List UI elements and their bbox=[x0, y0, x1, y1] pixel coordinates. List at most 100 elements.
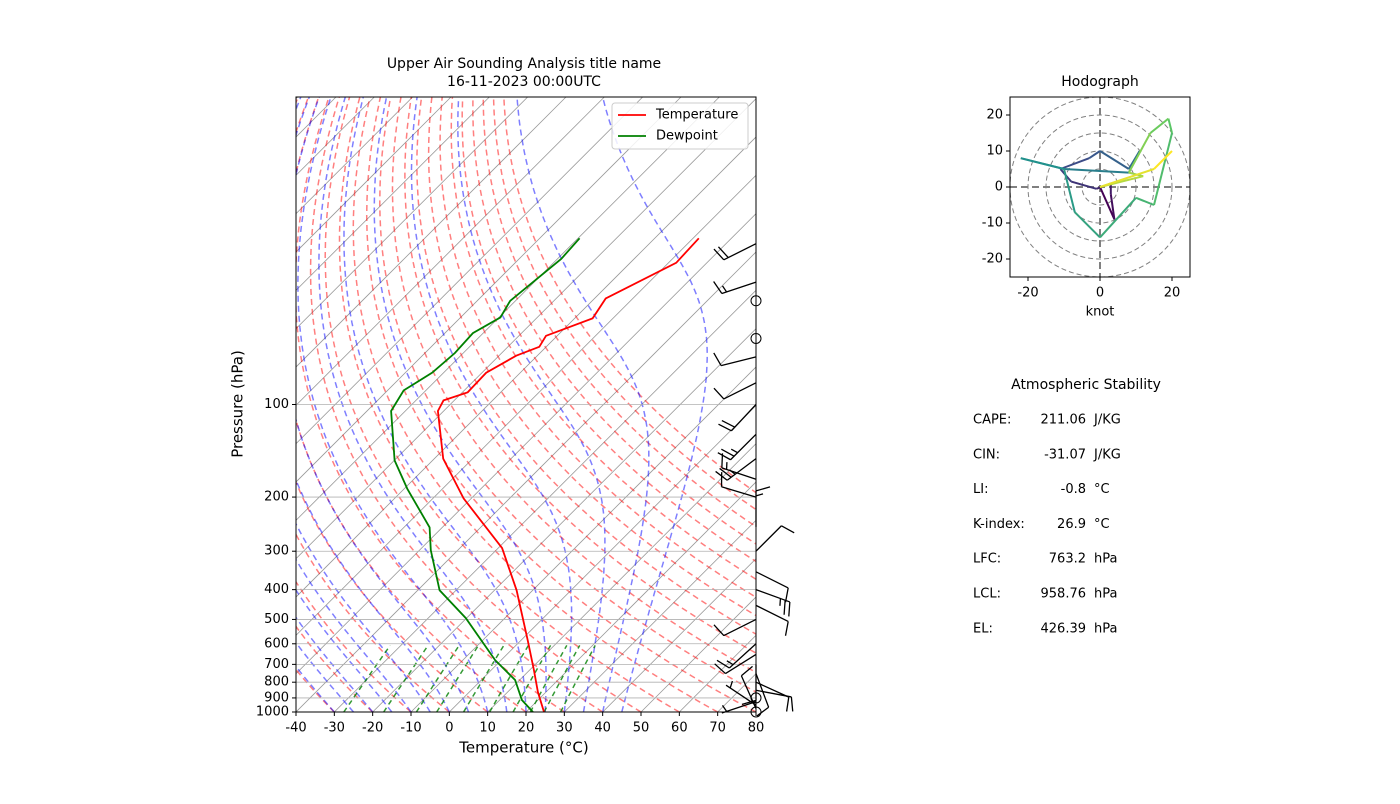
wind-barb bbox=[713, 352, 757, 367]
isotherm bbox=[755, 711, 756, 712]
stability-label: CIN: bbox=[973, 447, 1000, 462]
wind-barb bbox=[755, 673, 770, 717]
hodograph-title: Hodograph bbox=[1061, 74, 1139, 90]
hodograph-segment bbox=[1088, 150, 1101, 160]
x-tick-label: 0 bbox=[1096, 286, 1104, 301]
chart-title: Upper Air Sounding Analysis title name bbox=[387, 56, 661, 72]
x-tick-label: 70 bbox=[709, 721, 726, 736]
y-tick-label: 100 bbox=[264, 397, 289, 412]
hodograph-segment bbox=[1020, 157, 1065, 170]
mixing-ratio-line bbox=[436, 645, 480, 712]
stability-unit: hPa bbox=[1094, 552, 1117, 567]
isotherm bbox=[564, 519, 756, 712]
dry-adiabat bbox=[416, 97, 756, 635]
hodograph-segment bbox=[1099, 197, 1137, 239]
x-tick-label: -40 bbox=[285, 721, 306, 736]
isotherm bbox=[296, 97, 413, 215]
y-tick-label: 400 bbox=[264, 582, 289, 597]
stability-label: EL: bbox=[973, 621, 993, 636]
y-tick-label: 10 bbox=[986, 144, 1003, 159]
isotherm bbox=[296, 97, 490, 291]
isotherm bbox=[296, 97, 298, 100]
x-tick-label: 30 bbox=[556, 721, 573, 736]
isotherm bbox=[717, 673, 756, 712]
hodograph-segment bbox=[1153, 150, 1173, 170]
wind-barb bbox=[755, 486, 771, 527]
wind-barb bbox=[713, 382, 757, 400]
hodograph-segment bbox=[1099, 168, 1155, 188]
profiles bbox=[390, 237, 700, 712]
mixing-ratio-line bbox=[462, 645, 505, 712]
stability-unit: hPa bbox=[1094, 587, 1117, 602]
stability-unit: hPa bbox=[1094, 621, 1117, 636]
moist-adiabat bbox=[457, 97, 606, 712]
y-tick-label: 900 bbox=[264, 690, 289, 705]
wind-barb bbox=[713, 281, 757, 295]
y-tick-label: -10 bbox=[982, 216, 1003, 231]
mixing-ratio-line bbox=[512, 645, 552, 712]
isotherm bbox=[296, 97, 528, 330]
hodograph-segment bbox=[1167, 118, 1173, 134]
wind-barb bbox=[741, 664, 757, 705]
isotherm bbox=[296, 97, 452, 253]
isotherm bbox=[602, 558, 756, 712]
stability-label: K-index: bbox=[973, 517, 1025, 532]
hodograph-segment bbox=[1099, 186, 1116, 220]
hodograph-segment bbox=[1070, 180, 1097, 190]
chart-subtitle: 16-11-2023 00:00UTC bbox=[447, 74, 601, 90]
y-tick-label: 200 bbox=[264, 490, 289, 505]
y-tick-label: 300 bbox=[264, 544, 289, 559]
isotherm bbox=[487, 443, 756, 712]
x-tick-label: -10 bbox=[400, 721, 421, 736]
moist-adiabat bbox=[296, 558, 412, 712]
hodograph-segment bbox=[1153, 132, 1173, 206]
wind-barb bbox=[718, 404, 757, 432]
wind-barb bbox=[721, 700, 757, 714]
dry-adiabat bbox=[365, 97, 756, 712]
y-tick-label: -20 bbox=[982, 252, 1003, 267]
dry-adiabat bbox=[439, 97, 756, 599]
y-tick-label: 1000 bbox=[256, 705, 289, 720]
x-tick-label: 60 bbox=[671, 721, 688, 736]
x-tick-label: 80 bbox=[748, 721, 765, 736]
wind-barb bbox=[713, 618, 757, 637]
stability-unit: J/KG bbox=[1093, 413, 1121, 428]
hodograph-segment bbox=[1074, 211, 1101, 239]
wind-barb bbox=[755, 525, 795, 552]
dry-adiabat bbox=[482, 97, 756, 528]
wind-barb bbox=[755, 681, 790, 712]
y-tick-label: 0 bbox=[995, 180, 1003, 195]
stability-value: -31.07 bbox=[1044, 447, 1086, 462]
hodograph-segment bbox=[1127, 132, 1152, 174]
hodograph-plot bbox=[1010, 97, 1190, 277]
moist-adiabat bbox=[296, 588, 393, 712]
stability-unit: J/KG bbox=[1093, 447, 1121, 462]
dry-adiabat bbox=[309, 97, 604, 712]
stability-unit: °C bbox=[1094, 482, 1110, 497]
stability-value: 426.39 bbox=[1041, 621, 1087, 636]
dry-adiabat bbox=[391, 97, 756, 674]
legend-label: Temperature bbox=[655, 108, 738, 123]
isotherm bbox=[296, 97, 567, 368]
wind-barb bbox=[713, 243, 757, 261]
stability-label: LCL: bbox=[973, 587, 1001, 602]
dry-adiabat bbox=[296, 580, 412, 712]
mixing-ratio-line bbox=[543, 645, 581, 712]
y-axis-label: Pressure (hPa) bbox=[229, 350, 247, 458]
hodograph-segment bbox=[1135, 196, 1155, 206]
y-tick-label: 800 bbox=[264, 675, 289, 690]
stability-value: 763.2 bbox=[1049, 552, 1086, 567]
profile-line bbox=[436, 237, 700, 712]
isotherm bbox=[679, 634, 756, 712]
wind-barb bbox=[755, 604, 789, 636]
y-tick-label: 700 bbox=[264, 657, 289, 672]
mixing-ratio-line bbox=[415, 644, 460, 712]
wind-barb bbox=[755, 571, 789, 603]
y-tick-label: 500 bbox=[264, 612, 289, 627]
mixing-ratio-line bbox=[529, 645, 568, 712]
wind-barb bbox=[716, 643, 757, 669]
dry-adiabat bbox=[503, 97, 756, 494]
stability-label: LI: bbox=[973, 482, 988, 497]
